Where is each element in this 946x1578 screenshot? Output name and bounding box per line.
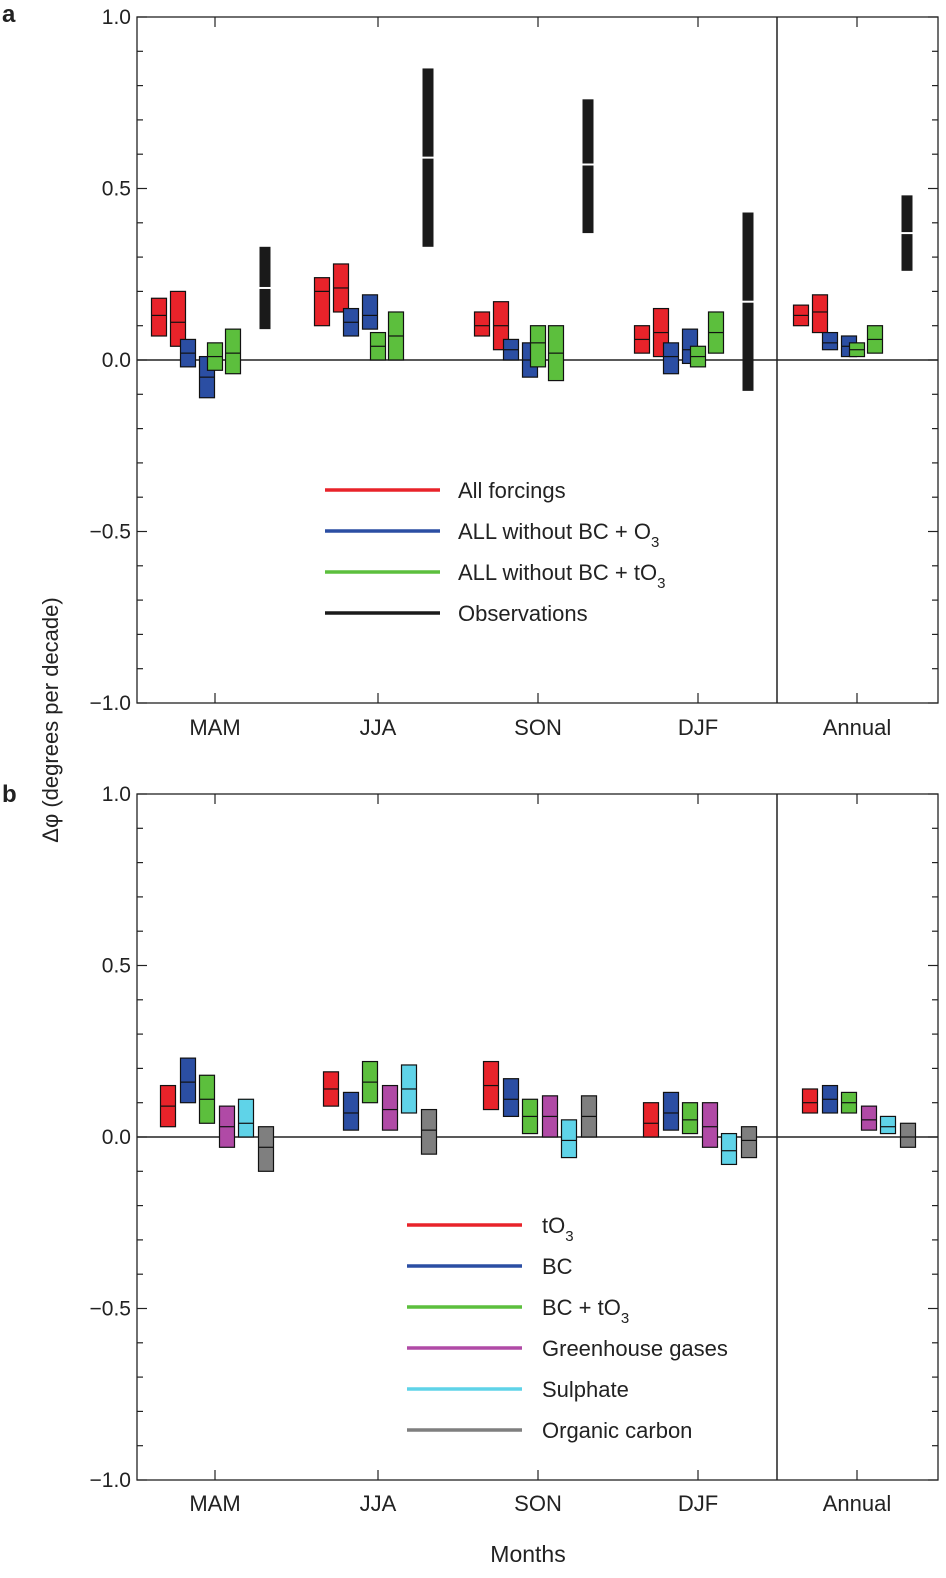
range-bar — [899, 1122, 917, 1148]
legend-label: ALL without BC + tO3 — [458, 560, 665, 592]
panel-label: a — [2, 1, 16, 28]
x-tick-label: DJF — [678, 715, 718, 740]
x-tick-label: DJF — [678, 1491, 718, 1516]
range-bar — [662, 342, 680, 375]
legend-label: Organic carbon — [542, 1418, 692, 1443]
range-bar — [502, 1078, 520, 1118]
x-tick-label: MAM — [189, 1491, 240, 1516]
legend-label: Sulphate — [542, 1377, 629, 1402]
range-bar — [879, 1115, 897, 1135]
range-bar — [560, 1119, 578, 1159]
range-bar — [237, 1098, 255, 1138]
range-bar — [582, 99, 594, 234]
range-bar — [361, 294, 379, 330]
y-tick-label: 0.5 — [102, 178, 131, 201]
y-tick-label: −0.5 — [90, 1298, 131, 1321]
range-bar — [860, 1105, 878, 1131]
legend-label: Greenhouse gases — [542, 1336, 728, 1361]
range-bar — [169, 290, 187, 347]
panel-b: b −1.0 −0.5 0.0 0.5 1.0 MAM JJA SON DJF Annual tO3 B… — [2, 781, 939, 1516]
x-tick-label: JJA — [360, 715, 397, 740]
range-bar — [642, 1102, 660, 1138]
y-tick-label: −1.0 — [90, 692, 131, 715]
range-bar — [257, 1126, 275, 1172]
legend-label: Observations — [458, 601, 588, 626]
legend-label: BC — [542, 1254, 573, 1279]
x-axis-label: Months — [490, 1541, 565, 1567]
y-tick-label: 0.0 — [102, 1126, 131, 1149]
legend: All forcings ALL without BC + O3 ALL witho… — [325, 478, 665, 626]
range-bar — [473, 311, 491, 337]
x-tick-label: JJA — [360, 1491, 397, 1516]
x-tick-label: Annual — [823, 1491, 892, 1516]
range-bar — [662, 1091, 680, 1131]
x-tick-label: MAM — [189, 715, 240, 740]
panel-a: a −1.0 −0.5 0.0 0.5 1.0 MAM JJA SON DJF Annual All … — [2, 1, 939, 740]
range-bar — [720, 1132, 738, 1166]
range-bar — [420, 1108, 438, 1155]
range-bar — [529, 325, 547, 368]
legend: tO3 BC BC + tO3 Greenhouse gases Sulphate Org… — [407, 1213, 728, 1443]
legend-label: All forcings — [458, 478, 566, 503]
y-tick-label: −0.5 — [90, 521, 131, 544]
range-bar — [740, 1126, 758, 1159]
range-bar — [681, 1102, 699, 1135]
y-tick-label: −1.0 — [90, 1469, 131, 1492]
range-bar — [150, 297, 168, 337]
y-tick-label: 1.0 — [102, 783, 131, 806]
panel-label: b — [2, 781, 17, 808]
range-bar — [179, 1057, 197, 1104]
y-tick-label: 1.0 — [102, 6, 131, 29]
y-tick-label: 0.5 — [102, 955, 131, 978]
range-bar — [701, 1102, 719, 1148]
y-axis-label: Δφ (degrees per decade) — [38, 597, 63, 842]
legend-label: ALL without BC + O3 — [458, 519, 659, 551]
x-tick-label: SON — [514, 715, 562, 740]
range-bar — [342, 1091, 360, 1131]
range-bar — [381, 1084, 399, 1131]
x-tick-label: Annual — [823, 715, 892, 740]
range-bar — [811, 294, 829, 334]
y-tick-label: 0.0 — [102, 349, 131, 372]
legend-label: BC + tO3 — [542, 1295, 629, 1327]
range-bar — [313, 277, 331, 327]
range-bar — [801, 1088, 819, 1114]
range-bar — [821, 331, 839, 351]
x-tick-label: SON — [514, 1491, 562, 1516]
legend-label: tO3 — [542, 1213, 574, 1245]
range-bar — [224, 328, 242, 375]
